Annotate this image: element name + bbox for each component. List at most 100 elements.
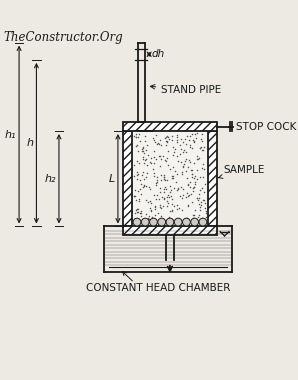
Point	[197, 207, 202, 213]
Point	[168, 183, 173, 189]
Point	[180, 163, 185, 169]
Point	[136, 131, 141, 137]
Point	[134, 143, 138, 149]
Point	[162, 172, 167, 178]
Point	[197, 204, 202, 210]
Point	[174, 202, 179, 208]
Point	[169, 187, 174, 193]
Circle shape	[191, 218, 198, 226]
Point	[155, 141, 160, 147]
Point	[131, 162, 136, 168]
Circle shape	[166, 218, 174, 226]
Point	[186, 203, 191, 209]
Point	[136, 198, 141, 204]
Point	[136, 148, 141, 154]
Point	[197, 145, 202, 151]
Point	[161, 174, 166, 180]
Point	[194, 167, 199, 173]
Point	[191, 185, 195, 191]
Point	[140, 172, 145, 178]
Point	[157, 136, 162, 142]
Point	[138, 186, 143, 192]
Point	[185, 193, 190, 199]
Point	[185, 182, 190, 188]
Point	[175, 206, 179, 212]
Point	[192, 139, 196, 145]
Point	[149, 200, 154, 206]
Point	[163, 184, 168, 190]
Point	[174, 171, 179, 177]
Point	[183, 136, 187, 142]
Point	[135, 176, 140, 182]
Point	[188, 191, 193, 197]
Point	[168, 166, 173, 172]
Point	[191, 212, 196, 218]
Point	[168, 217, 173, 223]
Point	[196, 191, 201, 197]
Point	[152, 149, 156, 155]
Point	[141, 154, 145, 160]
Point	[142, 182, 147, 188]
Point	[196, 214, 201, 220]
Point	[134, 134, 139, 140]
Point	[184, 194, 188, 200]
Point	[190, 137, 195, 143]
Point	[190, 171, 195, 177]
Point	[155, 177, 160, 184]
Point	[166, 200, 170, 206]
Point	[151, 173, 156, 179]
Point	[145, 215, 150, 221]
Point	[184, 133, 189, 139]
Point	[177, 193, 182, 199]
Point	[193, 181, 198, 187]
Point	[184, 215, 189, 221]
Point	[134, 196, 139, 203]
Point	[195, 195, 200, 201]
Point	[185, 215, 190, 222]
Point	[139, 148, 144, 154]
Point	[192, 207, 197, 213]
Point	[169, 137, 174, 143]
Point	[188, 159, 193, 165]
Point	[171, 173, 176, 179]
Point	[200, 174, 205, 180]
Point	[135, 169, 139, 175]
Point	[135, 142, 140, 148]
Point	[161, 196, 166, 202]
Point	[152, 206, 157, 212]
Point	[156, 195, 161, 201]
Point	[148, 155, 153, 161]
Point	[175, 139, 179, 145]
Point	[204, 211, 209, 217]
Point	[192, 212, 197, 218]
Point	[147, 216, 151, 222]
Point	[155, 192, 160, 198]
Point	[148, 160, 153, 166]
Point	[136, 171, 140, 177]
Point	[171, 152, 176, 158]
Point	[191, 188, 196, 195]
Circle shape	[150, 218, 157, 226]
Point	[137, 196, 142, 202]
Point	[148, 198, 152, 204]
Point	[191, 175, 196, 181]
Point	[154, 132, 159, 138]
Point	[190, 171, 195, 177]
Point	[198, 145, 202, 151]
Point	[172, 149, 176, 155]
Point	[157, 185, 162, 191]
Circle shape	[199, 218, 207, 226]
Point	[142, 183, 147, 189]
Point	[158, 177, 163, 183]
Point	[151, 135, 156, 141]
Text: dh: dh	[152, 49, 165, 59]
Point	[142, 176, 147, 182]
Text: STAND PIPE: STAND PIPE	[150, 84, 221, 95]
Point	[196, 155, 201, 162]
Point	[144, 162, 149, 168]
Point	[138, 177, 143, 184]
Point	[141, 184, 145, 190]
Point	[186, 164, 191, 170]
Point	[157, 202, 162, 208]
Point	[198, 174, 203, 180]
